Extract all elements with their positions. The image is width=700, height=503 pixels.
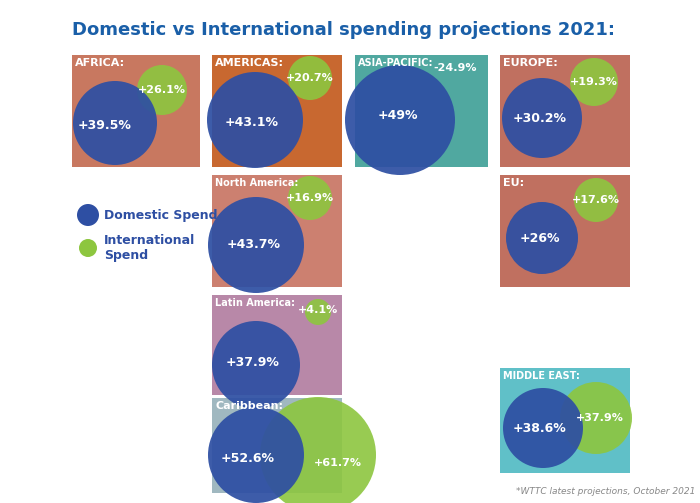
Bar [500,55,630,167]
Text: +4.1%: +4.1% [298,305,338,315]
Text: +52.6%: +52.6% [221,452,275,464]
Text: ASIA-PACIFIC:: ASIA-PACIFIC: [358,58,433,68]
Circle shape [208,197,304,293]
Circle shape [77,204,99,226]
Text: Caribbean:: Caribbean: [215,401,283,411]
Circle shape [560,382,632,454]
Text: +16.9%: +16.9% [286,193,334,203]
Circle shape [79,239,97,257]
Bar [500,368,630,473]
Circle shape [212,321,300,409]
Bar [72,55,200,167]
Text: North America:: North America: [215,178,298,188]
Circle shape [288,56,332,100]
Text: *WTTC latest projections, October 2021: *WTTC latest projections, October 2021 [516,487,695,496]
Text: +39.5%: +39.5% [78,119,132,131]
Bar [212,398,342,493]
Text: +19.3%: +19.3% [570,77,618,87]
Text: +43.7%: +43.7% [227,238,281,252]
Circle shape [570,58,618,106]
Circle shape [137,65,187,115]
Text: +49%: +49% [378,109,419,122]
Circle shape [305,299,331,325]
Bar [212,175,342,287]
Circle shape [506,202,578,274]
Text: EUROPE:: EUROPE: [503,58,558,68]
Text: +26.1%: +26.1% [138,85,186,95]
Text: Latin America:: Latin America: [215,298,295,308]
Circle shape [345,65,455,175]
Circle shape [260,397,376,503]
Text: AFRICA:: AFRICA: [75,58,125,68]
Bar [212,295,342,395]
Text: +26%: +26% [519,231,560,244]
Text: +20.7%: +20.7% [286,73,334,83]
Text: +43.1%: +43.1% [225,116,279,128]
Text: +38.6%: +38.6% [513,422,567,435]
Text: +30.2%: +30.2% [513,112,567,125]
Circle shape [207,72,303,168]
Text: Domestic Spend: Domestic Spend [104,209,218,221]
Bar [500,175,630,287]
Text: AMERICAS:: AMERICAS: [215,58,284,68]
Circle shape [502,78,582,158]
Text: MIDDLE EAST:: MIDDLE EAST: [503,371,580,381]
Text: +37.9%: +37.9% [576,413,624,423]
Circle shape [288,176,332,220]
Text: +37.9%: +37.9% [226,356,280,369]
Text: EU:: EU: [503,178,524,188]
Text: -24.9%: -24.9% [433,63,477,73]
Circle shape [574,178,618,222]
Circle shape [73,81,157,165]
Text: +17.6%: +17.6% [572,195,620,205]
Circle shape [208,407,304,503]
Text: International
Spend: International Spend [104,234,195,262]
Bar [355,55,488,167]
Text: Domestic vs International spending projections 2021:: Domestic vs International spending proje… [72,21,615,39]
Text: +61.7%: +61.7% [314,458,362,468]
Circle shape [503,388,583,468]
Bar [212,55,342,167]
